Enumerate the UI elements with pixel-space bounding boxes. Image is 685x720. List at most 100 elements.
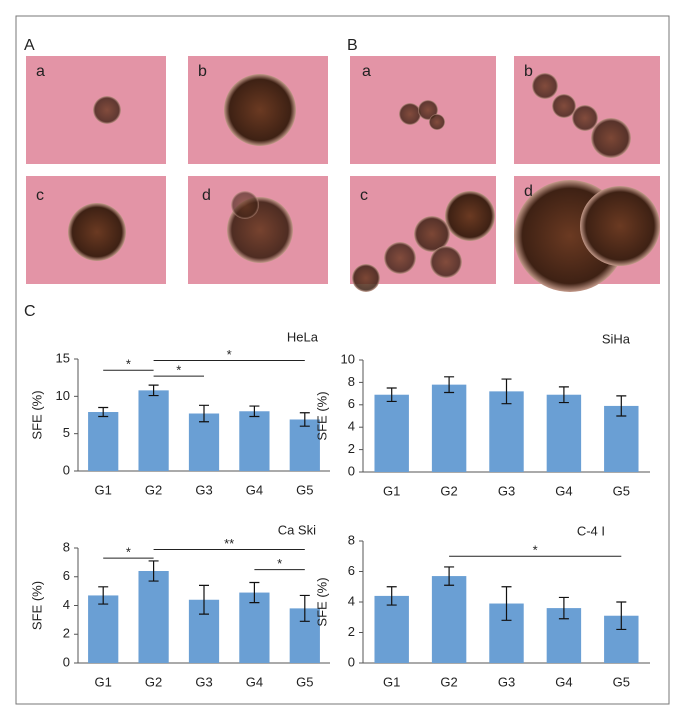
error-bar: [98, 406, 109, 418]
x-tick-label: G4: [246, 482, 263, 497]
image-label: a: [362, 63, 371, 80]
bar: [88, 412, 119, 471]
micrographs: [26, 56, 660, 292]
sphere: [552, 94, 576, 118]
sphere: [399, 103, 421, 125]
x-tick-label: G2: [145, 482, 162, 497]
y-tick-label: 0: [63, 462, 70, 477]
x-tick-label: G3: [195, 674, 212, 689]
error-bar: [616, 601, 627, 631]
sphere: [532, 73, 558, 99]
error-bar: [299, 594, 310, 622]
image-label: d: [524, 183, 533, 200]
sphere: [384, 242, 416, 274]
error-bar: [299, 412, 310, 427]
sphere: [580, 186, 660, 266]
y-tick-label: 4: [63, 597, 70, 612]
panel-label: A: [24, 37, 35, 54]
chart-title: C-4 I: [577, 523, 605, 538]
significance-label: *: [176, 363, 181, 378]
y-axis-label: SFE (%): [29, 390, 44, 439]
bar: [88, 595, 119, 663]
bar: [188, 413, 220, 471]
bar: [239, 592, 270, 663]
sphere: [430, 246, 462, 278]
y-tick-label: 2: [348, 624, 355, 639]
y-tick-label: 10: [341, 351, 355, 366]
image-label: b: [198, 63, 207, 80]
chart-title: SiHa: [602, 331, 631, 346]
panel-label: C: [24, 303, 36, 320]
y-tick-label: 6: [348, 563, 355, 578]
image-label: d: [202, 187, 211, 204]
y-tick-label: 8: [348, 374, 355, 389]
error-bar: [386, 387, 397, 403]
x-tick-label: G4: [246, 674, 263, 689]
x-tick-label: G1: [95, 674, 112, 689]
error-bar: [148, 384, 159, 397]
bar: [489, 391, 524, 472]
y-tick-label: 4: [348, 419, 355, 434]
sphere: [352, 264, 380, 292]
significance-label: *: [126, 357, 131, 372]
bar: [374, 394, 409, 472]
image-label: c: [360, 187, 368, 204]
y-tick-label: 0: [348, 463, 355, 478]
significance-label: *: [277, 556, 282, 571]
error-bar: [501, 378, 512, 405]
sphere: [93, 96, 121, 124]
bar: [546, 394, 582, 472]
x-tick-label: G5: [613, 674, 630, 689]
y-tick-label: 0: [63, 654, 70, 669]
y-tick-label: 10: [56, 388, 70, 403]
bar: [431, 384, 467, 472]
y-tick-label: 2: [348, 441, 355, 456]
error-bar: [386, 586, 397, 606]
sphere: [591, 118, 631, 158]
error-bar: [249, 405, 260, 418]
x-tick-label: G5: [613, 483, 630, 498]
error-bar: [199, 404, 209, 423]
x-tick-label: G1: [383, 674, 400, 689]
y-axis-label: SFE (%): [314, 391, 329, 440]
sphere: [572, 105, 598, 131]
x-tick-label: G1: [95, 482, 112, 497]
y-tick-label: 15: [56, 350, 70, 365]
y-axis-label: SFE (%): [314, 577, 329, 626]
x-tick-label: G4: [555, 483, 572, 498]
image-label: b: [524, 63, 533, 80]
bar: [138, 390, 169, 471]
y-tick-label: 2: [63, 626, 70, 641]
x-tick-label: G4: [555, 674, 572, 689]
x-tick-label: G2: [440, 483, 457, 498]
chart-title: HeLa: [287, 329, 319, 344]
x-tick-label: G3: [498, 674, 515, 689]
bar: [239, 411, 270, 471]
x-tick-label: G2: [145, 674, 162, 689]
error-bar: [199, 584, 209, 615]
x-tick-label: G3: [498, 483, 515, 498]
chart-title: Ca Ski: [278, 522, 316, 537]
bar: [604, 405, 639, 472]
significance-label: *: [126, 545, 131, 560]
error-bar: [616, 395, 627, 417]
x-tick-label: G3: [195, 482, 212, 497]
y-axis-label: SFE (%): [29, 581, 44, 630]
image-label: c: [36, 187, 44, 204]
error-bar: [444, 376, 455, 394]
sphere: [231, 191, 259, 219]
bar: [138, 571, 169, 663]
x-tick-label: G1: [383, 483, 400, 498]
error-bar: [148, 560, 159, 582]
error-bar: [558, 596, 569, 620]
significance-label: *: [533, 543, 538, 558]
sphere: [68, 203, 126, 261]
x-tick-label: G5: [296, 482, 313, 497]
sphere: [414, 216, 450, 252]
x-tick-label: G2: [440, 674, 457, 689]
sphere: [224, 74, 296, 146]
y-tick-label: 5: [63, 425, 70, 440]
panel-label: B: [347, 37, 358, 54]
